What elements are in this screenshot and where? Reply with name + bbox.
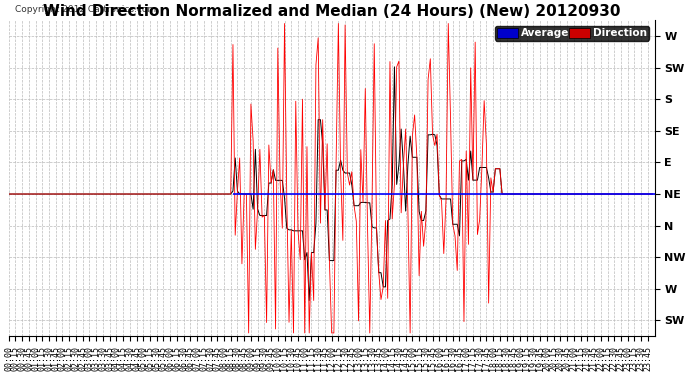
Title: Wind Direction Normalized and Median (24 Hours) (New) 20120930: Wind Direction Normalized and Median (24…: [43, 4, 620, 19]
Text: Copyright 2012 Cartronics.com: Copyright 2012 Cartronics.com: [15, 5, 156, 14]
Legend: Average, Direction: Average, Direction: [495, 26, 649, 40]
